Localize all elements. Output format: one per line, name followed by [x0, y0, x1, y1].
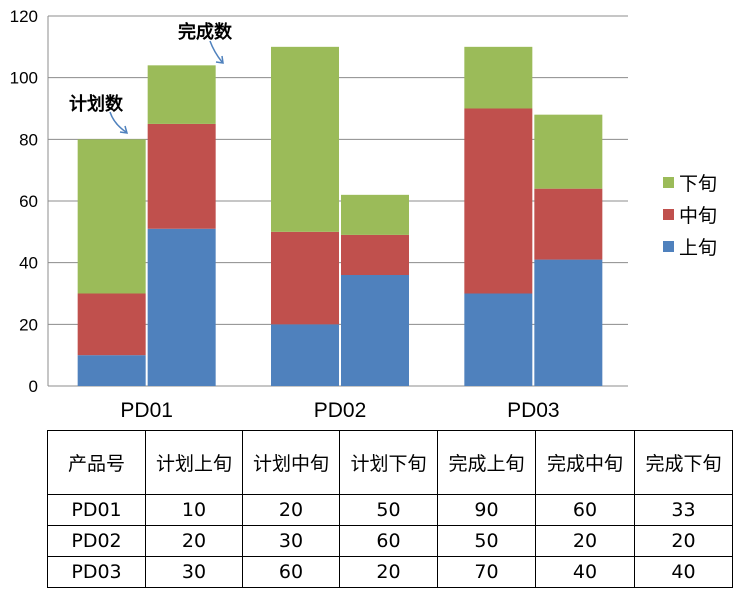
table-header-row: 产品号 计划上旬 计划中旬 计划下旬 完成上旬 完成中旬 完成下旬: [47, 430, 733, 495]
table-cell: 40: [535, 556, 635, 588]
y-tick-label: 0: [29, 377, 38, 396]
table-header-cell: 完成下旬: [634, 430, 733, 495]
table-row: PD02 20 30 60 50 20 20: [47, 525, 733, 557]
table-cell: 50: [339, 494, 438, 526]
table-cell: PD02: [47, 525, 146, 557]
legend-label: 上旬: [679, 237, 717, 259]
y-tick-label: 100: [10, 69, 38, 88]
table-row: PD03 30 60 20 70 40 40: [47, 556, 733, 588]
table-header-cell: 计划上旬: [145, 430, 243, 495]
legend-label: 中旬: [679, 205, 717, 227]
bar-pd03-done: [534, 259, 603, 386]
table-cell: 10: [145, 494, 243, 526]
y-tick-label: 60: [19, 192, 38, 211]
bar-pd03-done: [534, 188, 603, 260]
bar-pd02-plan: [271, 231, 339, 325]
bar-pd01-done: [147, 65, 216, 124]
legend-swatch: [663, 177, 674, 188]
table-cell: 33: [634, 494, 733, 526]
table-cell: 30: [242, 525, 340, 557]
table-cell: 70: [437, 556, 536, 588]
bar-pd02-done: [341, 194, 409, 235]
annotation-arrow: [109, 111, 127, 133]
table-cell: PD03: [47, 556, 146, 588]
y-tick-label: 20: [19, 315, 38, 334]
table-cell: 60: [339, 525, 438, 557]
table-cell: 30: [145, 556, 243, 588]
table-cell: 90: [437, 494, 536, 526]
table-header-cell: 完成中旬: [535, 430, 635, 495]
table-header-cell: 完成上旬: [437, 430, 536, 495]
table-cell: 20: [145, 525, 243, 557]
bar-pd02-done: [341, 234, 409, 275]
table-header-cell: 计划下旬: [339, 430, 438, 495]
bar-pd01-done: [147, 123, 216, 229]
table-cell: 50: [437, 525, 536, 557]
table-header-cell: 计划中旬: [242, 430, 340, 495]
table-header-cell: 产品号: [47, 430, 146, 495]
table-cell: 60: [242, 556, 340, 588]
x-tick-label: PD01: [120, 399, 173, 422]
bar-pd01-plan: [77, 355, 146, 386]
y-tick-label: 40: [19, 254, 38, 273]
bar-pd02-done: [341, 275, 409, 386]
bar-pd02-plan: [271, 46, 339, 232]
y-tick-label: 80: [19, 130, 38, 149]
table-cell: 40: [634, 556, 733, 588]
legend-swatch: [663, 241, 674, 252]
bar-pd03-plan: [464, 46, 533, 109]
bar-pd01-plan: [77, 293, 146, 356]
annotation-arrow-head: [215, 55, 224, 64]
annotation-arrow-head: [119, 125, 129, 134]
legend-swatch: [663, 209, 674, 220]
bar-pd03-plan: [464, 293, 533, 386]
bar-pd03-done: [534, 114, 603, 189]
table-cell: 20: [634, 525, 733, 557]
legend-label: 下旬: [679, 173, 717, 195]
bar-pd01-done: [147, 228, 216, 386]
y-tick-label: 120: [10, 7, 38, 26]
x-tick-label: PD02: [314, 399, 367, 422]
table-cell: 20: [339, 556, 438, 588]
table-cell: 20: [242, 494, 340, 526]
table-cell: PD01: [47, 494, 146, 526]
annotation-arrow: [209, 40, 223, 63]
bar-pd02-plan: [271, 324, 339, 386]
table-row: PD01 10 20 50 90 60 33: [47, 494, 733, 526]
annotation-label: 计划数: [69, 93, 124, 115]
bar-pd01-plan: [77, 139, 146, 294]
annotation-label: 完成数: [178, 21, 233, 43]
x-tick-label: PD03: [507, 399, 560, 422]
bar-pd03-plan: [464, 108, 533, 294]
table-cell: 20: [535, 525, 635, 557]
data-table: 产品号 计划上旬 计划中旬 计划下旬 完成上旬 完成中旬 完成下旬 PD01 1…: [47, 430, 733, 588]
table-cell: 60: [535, 494, 635, 526]
